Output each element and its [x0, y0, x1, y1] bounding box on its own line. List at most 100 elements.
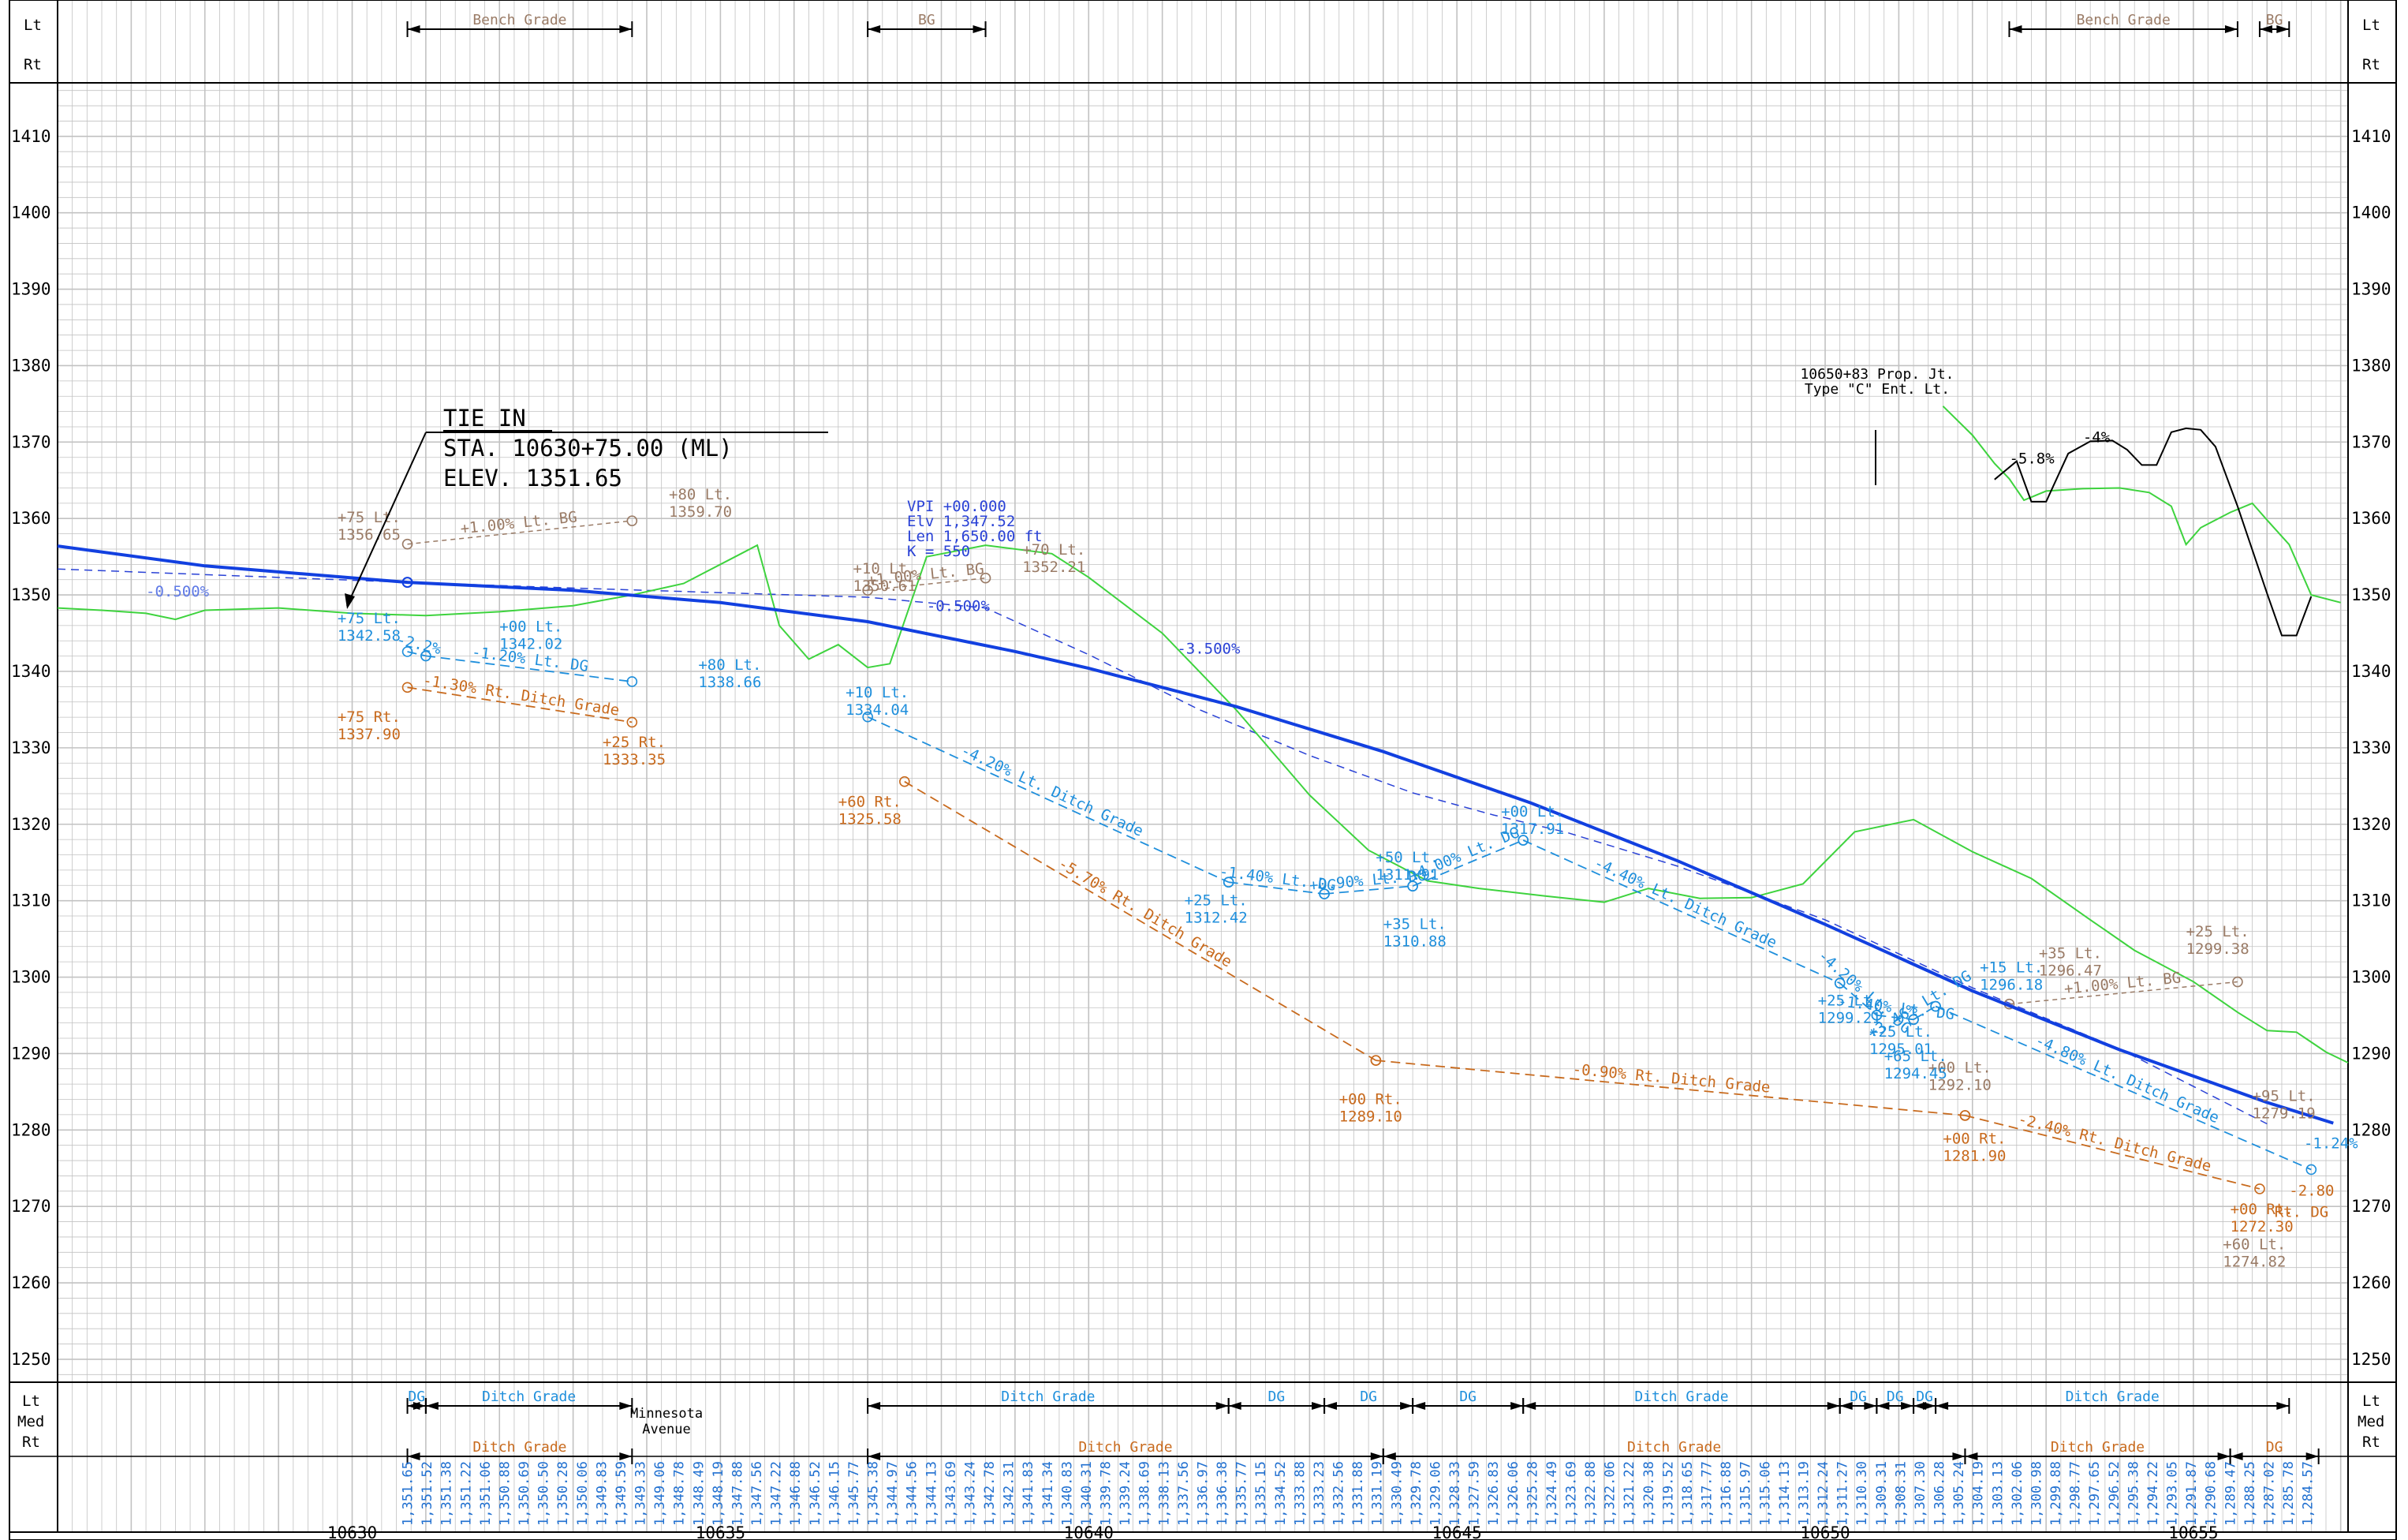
y-tick-label-right: 1280: [2351, 1120, 2391, 1139]
elevation-label: 1,294.22: [2145, 1461, 2161, 1526]
grade-note: -1.24%: [2304, 1135, 2358, 1153]
lt-ditch-line: [1839, 982, 1877, 1016]
callout-elevation: 1359.70: [669, 503, 732, 521]
elevation-label: 1,322.06: [1603, 1461, 1618, 1526]
station-callout: +15 Lt.1296.18: [1980, 959, 2043, 994]
annotations: TIE IN STA. 10630+75.00 (ML) ELEV. 1351.…: [345, 366, 1954, 609]
elevation-label: 1,338.69: [1137, 1461, 1153, 1526]
x-tick-label: 10645: [1432, 1523, 1482, 1540]
station-callout: +00 Lt.1292.10: [1928, 1060, 1992, 1094]
y-tick-label-right: 1300: [2351, 968, 2391, 987]
callout-elevation: 1317.91: [1501, 820, 1564, 838]
tie-in-point: [401, 577, 413, 589]
callout-elevation: 1356.65: [338, 526, 401, 544]
y-tick-label-left: 1400: [11, 204, 51, 222]
top-band-label: Bench Grade: [472, 12, 566, 28]
station-callout: +35 Lt.1296.47: [2039, 944, 2102, 979]
lt-ditch-line: [1228, 881, 1325, 895]
y-tick-label-right: 1250: [2351, 1350, 2391, 1369]
callout-elevation: 1299.21: [1818, 1009, 1881, 1026]
station-callout: +95 Lt.1279.19: [2253, 1087, 2316, 1122]
elevation-label: 1,335.77: [1234, 1461, 1250, 1526]
y-tick-label-left: 1290: [11, 1044, 51, 1063]
callout-station: +60 Rt.: [838, 793, 902, 810]
station-callout: +25 Lt.1295.01: [1869, 1023, 1932, 1058]
elevation-label: 1,324.49: [1544, 1461, 1560, 1526]
elevation-label: 1,308.31: [1893, 1461, 1909, 1526]
bottom-band-lt-label: DG: [1360, 1389, 1377, 1405]
callout-station: +95 Lt.: [2253, 1087, 2316, 1105]
elevation-label: 1,342.31: [1002, 1461, 1017, 1526]
rt-ditch-line: [407, 686, 633, 723]
elevation-label: 1,349.59: [614, 1461, 629, 1526]
elevation-label: 1,326.06: [1506, 1461, 1521, 1526]
elevation-label: 1,300.98: [2029, 1461, 2044, 1526]
left-footer-lt: Lt: [22, 1392, 40, 1410]
y-tick-label-left: 1320: [11, 815, 51, 834]
elevation-label: 1,317.77: [1700, 1461, 1715, 1526]
lt-ditch-point: [1407, 880, 1418, 891]
y-tick-label-left: 1280: [11, 1120, 51, 1139]
station-callout: +00 Lt.1342.02: [499, 619, 562, 653]
bottom-band-lt-label: Ditch Grade: [482, 1389, 576, 1405]
callout-station: +80 Lt.: [669, 486, 732, 503]
elevation-label: 1,285.78: [2281, 1461, 2297, 1526]
lt-ditch-line: [425, 655, 633, 682]
profile-lines: [57, 406, 2349, 1194]
elevation-label: 1,316.88: [1719, 1461, 1734, 1526]
elevation-label: 1,297.65: [2087, 1461, 2103, 1526]
callout-station: +70 Lt.: [1022, 541, 1085, 559]
x-tick-label: 10630: [327, 1523, 377, 1540]
elevation-label: 1,295.38: [2126, 1461, 2141, 1526]
y-tick-label-left: 1380: [11, 356, 51, 375]
top-band: Bench Grade: [406, 12, 633, 37]
elevation-label: 1,346.88: [788, 1461, 804, 1526]
elevation-label: 1,290.68: [2204, 1461, 2219, 1526]
elevation-label: 1,344.13: [924, 1461, 939, 1526]
elevation-label: 1,351.65: [401, 1461, 416, 1526]
callout-elevation: 1296.18: [1980, 977, 2043, 994]
bottom-band-rt: Ditch Grade: [867, 1439, 1384, 1464]
callout-elevation: 1310.88: [1383, 933, 1447, 950]
grade-note: -0.500%: [146, 583, 210, 600]
elevation-label: 1,351.52: [420, 1461, 435, 1526]
callout-station: +00 Lt.: [1928, 1060, 1992, 1077]
station-callout: +10 Lt.1350.61: [853, 560, 916, 595]
rt-ditch-line: [1376, 1060, 1966, 1116]
grade-note: -5.8%: [2009, 450, 2055, 467]
station-callout: +25 Lt.1299.38: [2186, 923, 2249, 958]
elevation-label: 1,320.38: [1641, 1461, 1657, 1526]
bench-grade-point: [2232, 976, 2243, 988]
bottom-band-rt-label: Ditch Grade: [1078, 1439, 1172, 1456]
grade-note: -0.500%: [927, 597, 991, 615]
elevation-label: 1,305.24: [1951, 1461, 1967, 1526]
bottom-band-lt-label: DG: [1916, 1389, 1933, 1405]
vpi-elevation: Elv 1,347.52: [907, 513, 1015, 530]
bottom-band-lt: Ditch Grade: [1522, 1389, 1841, 1414]
tie-in-title: TIE IN: [443, 405, 526, 432]
y-tick-label-left: 1360: [11, 509, 51, 528]
vpi-k: K = 550: [907, 543, 970, 560]
elevation-label: 1,343.69: [943, 1461, 959, 1526]
y-tick-label-right: 1340: [2351, 662, 2391, 681]
callout-station: +00 Lt.: [1501, 803, 1564, 820]
x-tick-label: 10640: [1064, 1523, 1114, 1540]
elevation-label: 1,309.31: [1874, 1461, 1890, 1526]
tie-in-elevation: ELEV. 1351.65: [443, 465, 622, 492]
rt-ditch-point: [2254, 1183, 2265, 1194]
street-label-line2: Avenue: [642, 1422, 690, 1437]
proposed-profile: [57, 544, 2334, 1125]
entrance-section: [1994, 427, 2313, 637]
vpi-length: Len 1,650.00 ft: [907, 528, 1043, 545]
lt-ditch-point: [1518, 835, 1529, 846]
top-band-label: BG: [2266, 12, 2283, 28]
lt-ditch-point: [420, 650, 431, 662]
top-band: BG: [2258, 12, 2290, 37]
callout-station: +10 Lt.: [846, 684, 909, 701]
elevation-label: 1,303.13: [1990, 1461, 2006, 1526]
elevation-label: 1,291.87: [2184, 1461, 2200, 1526]
elevation-label: 1,306.28: [1932, 1461, 1948, 1526]
left-header-lt: Lt: [24, 17, 42, 34]
bench-grade-line: [2009, 981, 2238, 1005]
vpi-station: VPI +00.000: [907, 498, 1006, 515]
